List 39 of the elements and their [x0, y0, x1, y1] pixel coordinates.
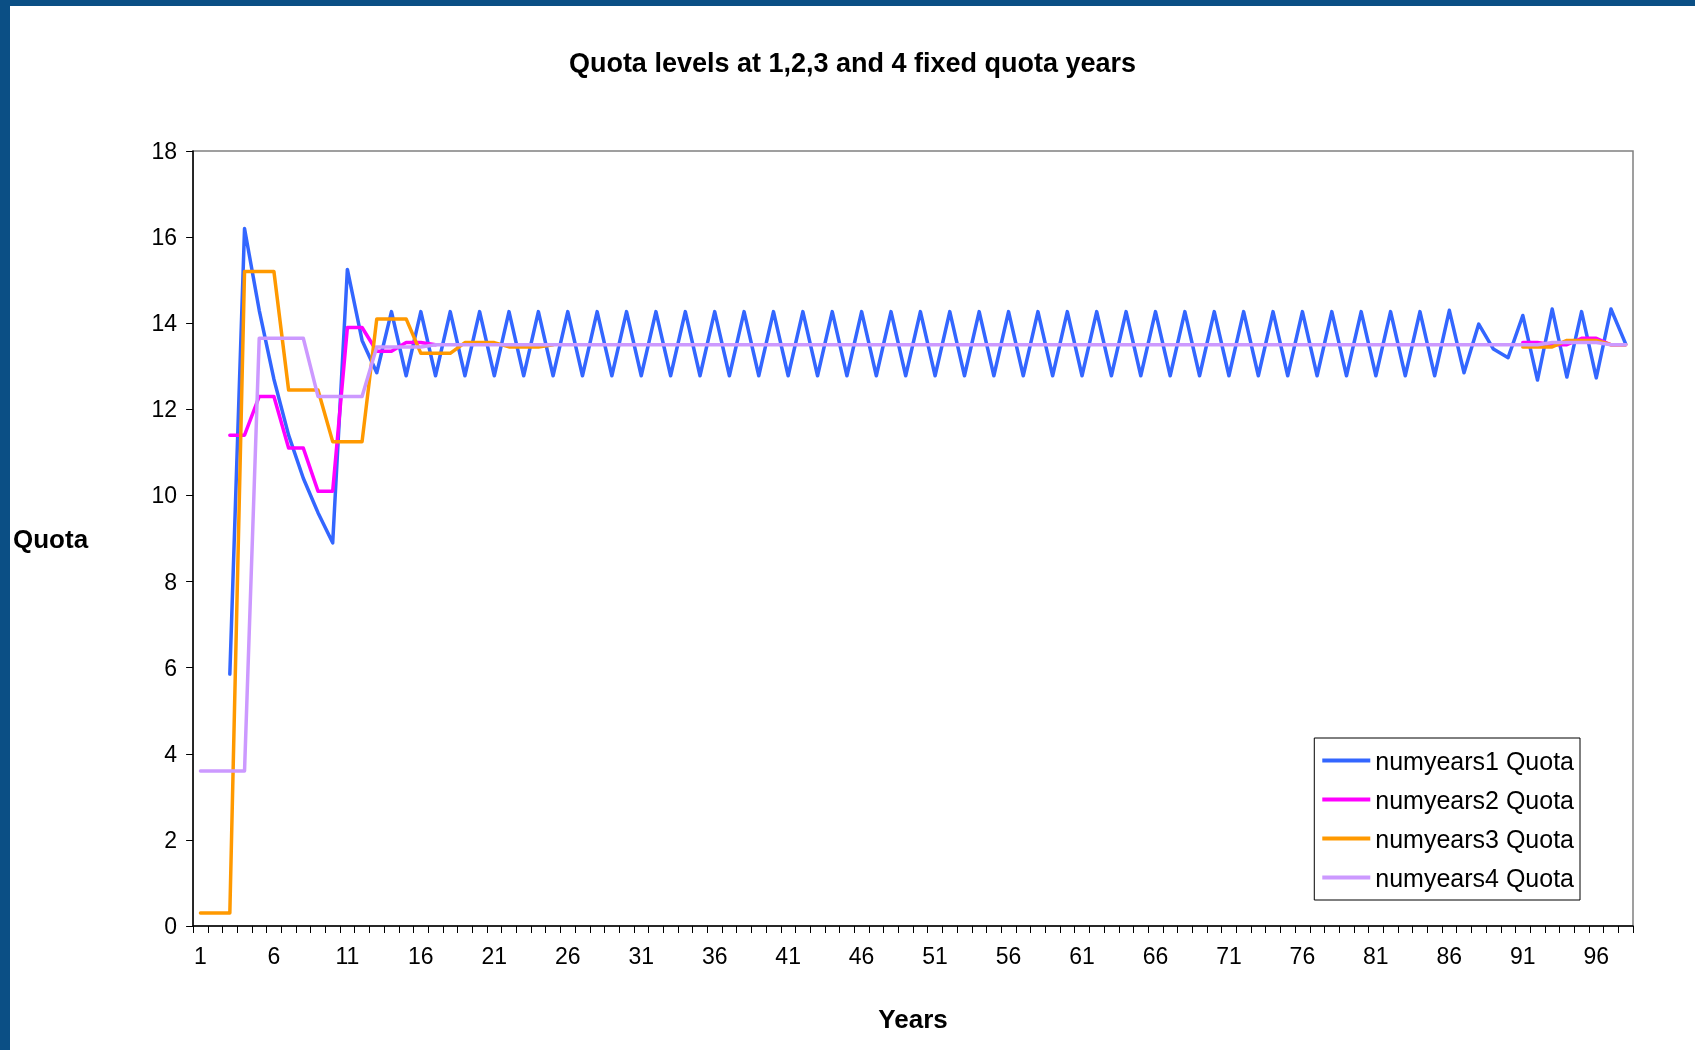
y-tick-label: 18	[151, 138, 178, 164]
x-tick-label: 41	[775, 942, 801, 969]
x-tick-label: 51	[922, 942, 948, 969]
x-tick-label: 61	[1069, 942, 1095, 969]
line-series	[228, 226, 1628, 676]
y-tick-label: 6	[164, 654, 178, 681]
x-tick-label: 46	[848, 942, 875, 969]
x-tick-label: 71	[1216, 942, 1242, 969]
y-tick-label: 8	[164, 568, 178, 595]
legend-label: numyears4 Quota	[1375, 863, 1575, 892]
x-tick-label: 6	[267, 942, 281, 969]
y-tick-label: 2	[164, 826, 178, 853]
x-tick-label: 76	[1289, 942, 1316, 969]
line-series	[198, 336, 1628, 773]
x-tick-label: 31	[628, 942, 655, 969]
x-tick-label: 56	[995, 942, 1022, 969]
x-tick-label: 11	[335, 942, 360, 969]
legend-label: numyears2 Quota	[1375, 785, 1575, 814]
y-axis-title: Quota	[13, 523, 89, 554]
x-axis-title: Years	[878, 1004, 948, 1034]
x-tick-label: 66	[1142, 942, 1169, 969]
legend-label: numyears1 Quota	[1375, 746, 1575, 775]
y-tick-label: 16	[151, 224, 178, 251]
x-tick-label: 86	[1436, 942, 1463, 969]
y-tick-label: 4	[164, 740, 178, 767]
y-tick-label: 14	[151, 310, 178, 337]
y-tick-label: 10	[151, 482, 178, 509]
x-tick-label: 1	[194, 942, 207, 969]
x-tick-label: 21	[481, 942, 508, 969]
x-tick-label: 91	[1510, 942, 1536, 969]
x-tick-label: 26	[554, 942, 581, 969]
y-tick-label: 12	[151, 396, 178, 423]
chart-title: Quota levels at 1,2,3 and 4 fixed quota years	[568, 47, 1137, 78]
x-tick-label: 81	[1363, 942, 1389, 969]
legend-label: numyears3 Quota	[1375, 824, 1575, 853]
x-tick-label: 36	[701, 942, 728, 969]
x-tick-label: 96	[1583, 942, 1610, 969]
x-tick-label: 16	[408, 942, 434, 969]
y-tick-label: 0	[164, 913, 178, 939]
